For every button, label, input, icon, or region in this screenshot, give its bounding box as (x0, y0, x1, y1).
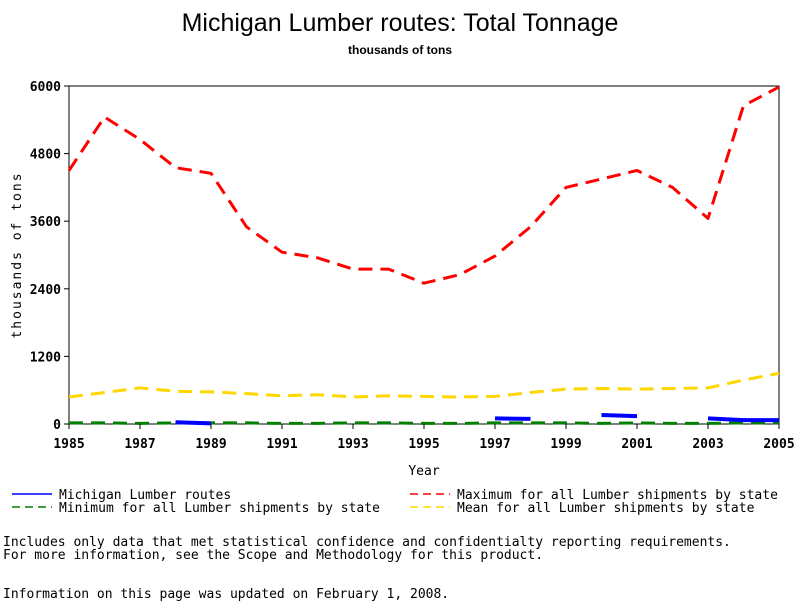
x-axis-ticks: 1985 1987 1989 1991 1993 1995 1997 1999 2001 2003… (53, 424, 795, 452)
x-tick-label: 2003 (692, 437, 723, 452)
x-tick-label: 1991 (266, 437, 297, 452)
series-line-michigan-lumber-routes (601, 413, 638, 419)
x-tick-label: 1995 (408, 437, 439, 452)
x-tick-label: 1993 (337, 437, 368, 452)
y-tick-label: 4800 (30, 148, 61, 163)
series-line-michigan-lumber-routes (707, 416, 779, 423)
x-tick-label: 1989 (195, 437, 226, 452)
legend-label: Minimum for all Lumber shipments by stat… (59, 501, 380, 516)
x-tick-label: 2001 (621, 437, 652, 452)
y-axis-ticks: 0 1200 2400 3600 4800 6000 (30, 80, 69, 433)
y-tick-label: 2400 (30, 283, 61, 298)
update-notice: Information on this page was updated on … (3, 587, 450, 602)
y-tick-label: 3600 (30, 215, 61, 230)
x-tick-label: 1987 (124, 437, 155, 452)
chart-title: Michigan Lumber routes: Total Tonnage (182, 9, 619, 37)
x-axis-label: Year (408, 464, 439, 479)
series-line-mean-for-all-lumber-shipments-by-state (68, 371, 780, 399)
legend-label: Michigan Lumber routes (59, 488, 231, 503)
y-tick-label: 6000 (30, 80, 61, 95)
x-tick-label: 2005 (763, 437, 794, 452)
series-line-michigan-lumber-routes (175, 420, 212, 426)
series-line-maximum-for-all-lumber-shipments-by-state (67, 85, 780, 285)
footnote-line-2: For more information, see the Scope and … (3, 548, 544, 563)
y-tick-label: 1200 (30, 350, 61, 365)
chart-subtitle: thousands of tons (348, 43, 452, 57)
x-tick-label: 1985 (53, 437, 84, 452)
footnote-line-1: Includes only data that met statistical … (3, 535, 731, 550)
x-tick-label: 1997 (479, 437, 510, 452)
y-axis-label: thousands of tons (10, 171, 25, 338)
legend-label: Maximum for all Lumber shipments by stat… (457, 488, 778, 503)
series-layer (67, 85, 780, 426)
series-line-michigan-lumber-routes (494, 416, 531, 421)
plot-area-frame (68, 85, 780, 425)
legend-label: Mean for all Lumber shipments by state (457, 501, 755, 516)
x-tick-label: 1999 (550, 437, 581, 452)
y-tick-label: 0 (53, 418, 61, 433)
